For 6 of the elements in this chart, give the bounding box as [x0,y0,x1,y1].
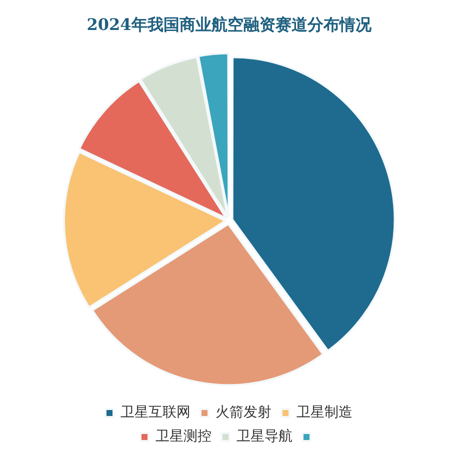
legend-label: 卫星互联网 [120,404,190,421]
legend-label: 卫星导航 [236,428,292,445]
legend-label: 卫星制造 [296,404,352,421]
chart-title: 2024年我国商业航空融资赛道分布情况 [86,14,372,34]
legend-label: 卫星测控 [156,428,212,445]
legend-label: 火箭发射 [216,404,272,421]
